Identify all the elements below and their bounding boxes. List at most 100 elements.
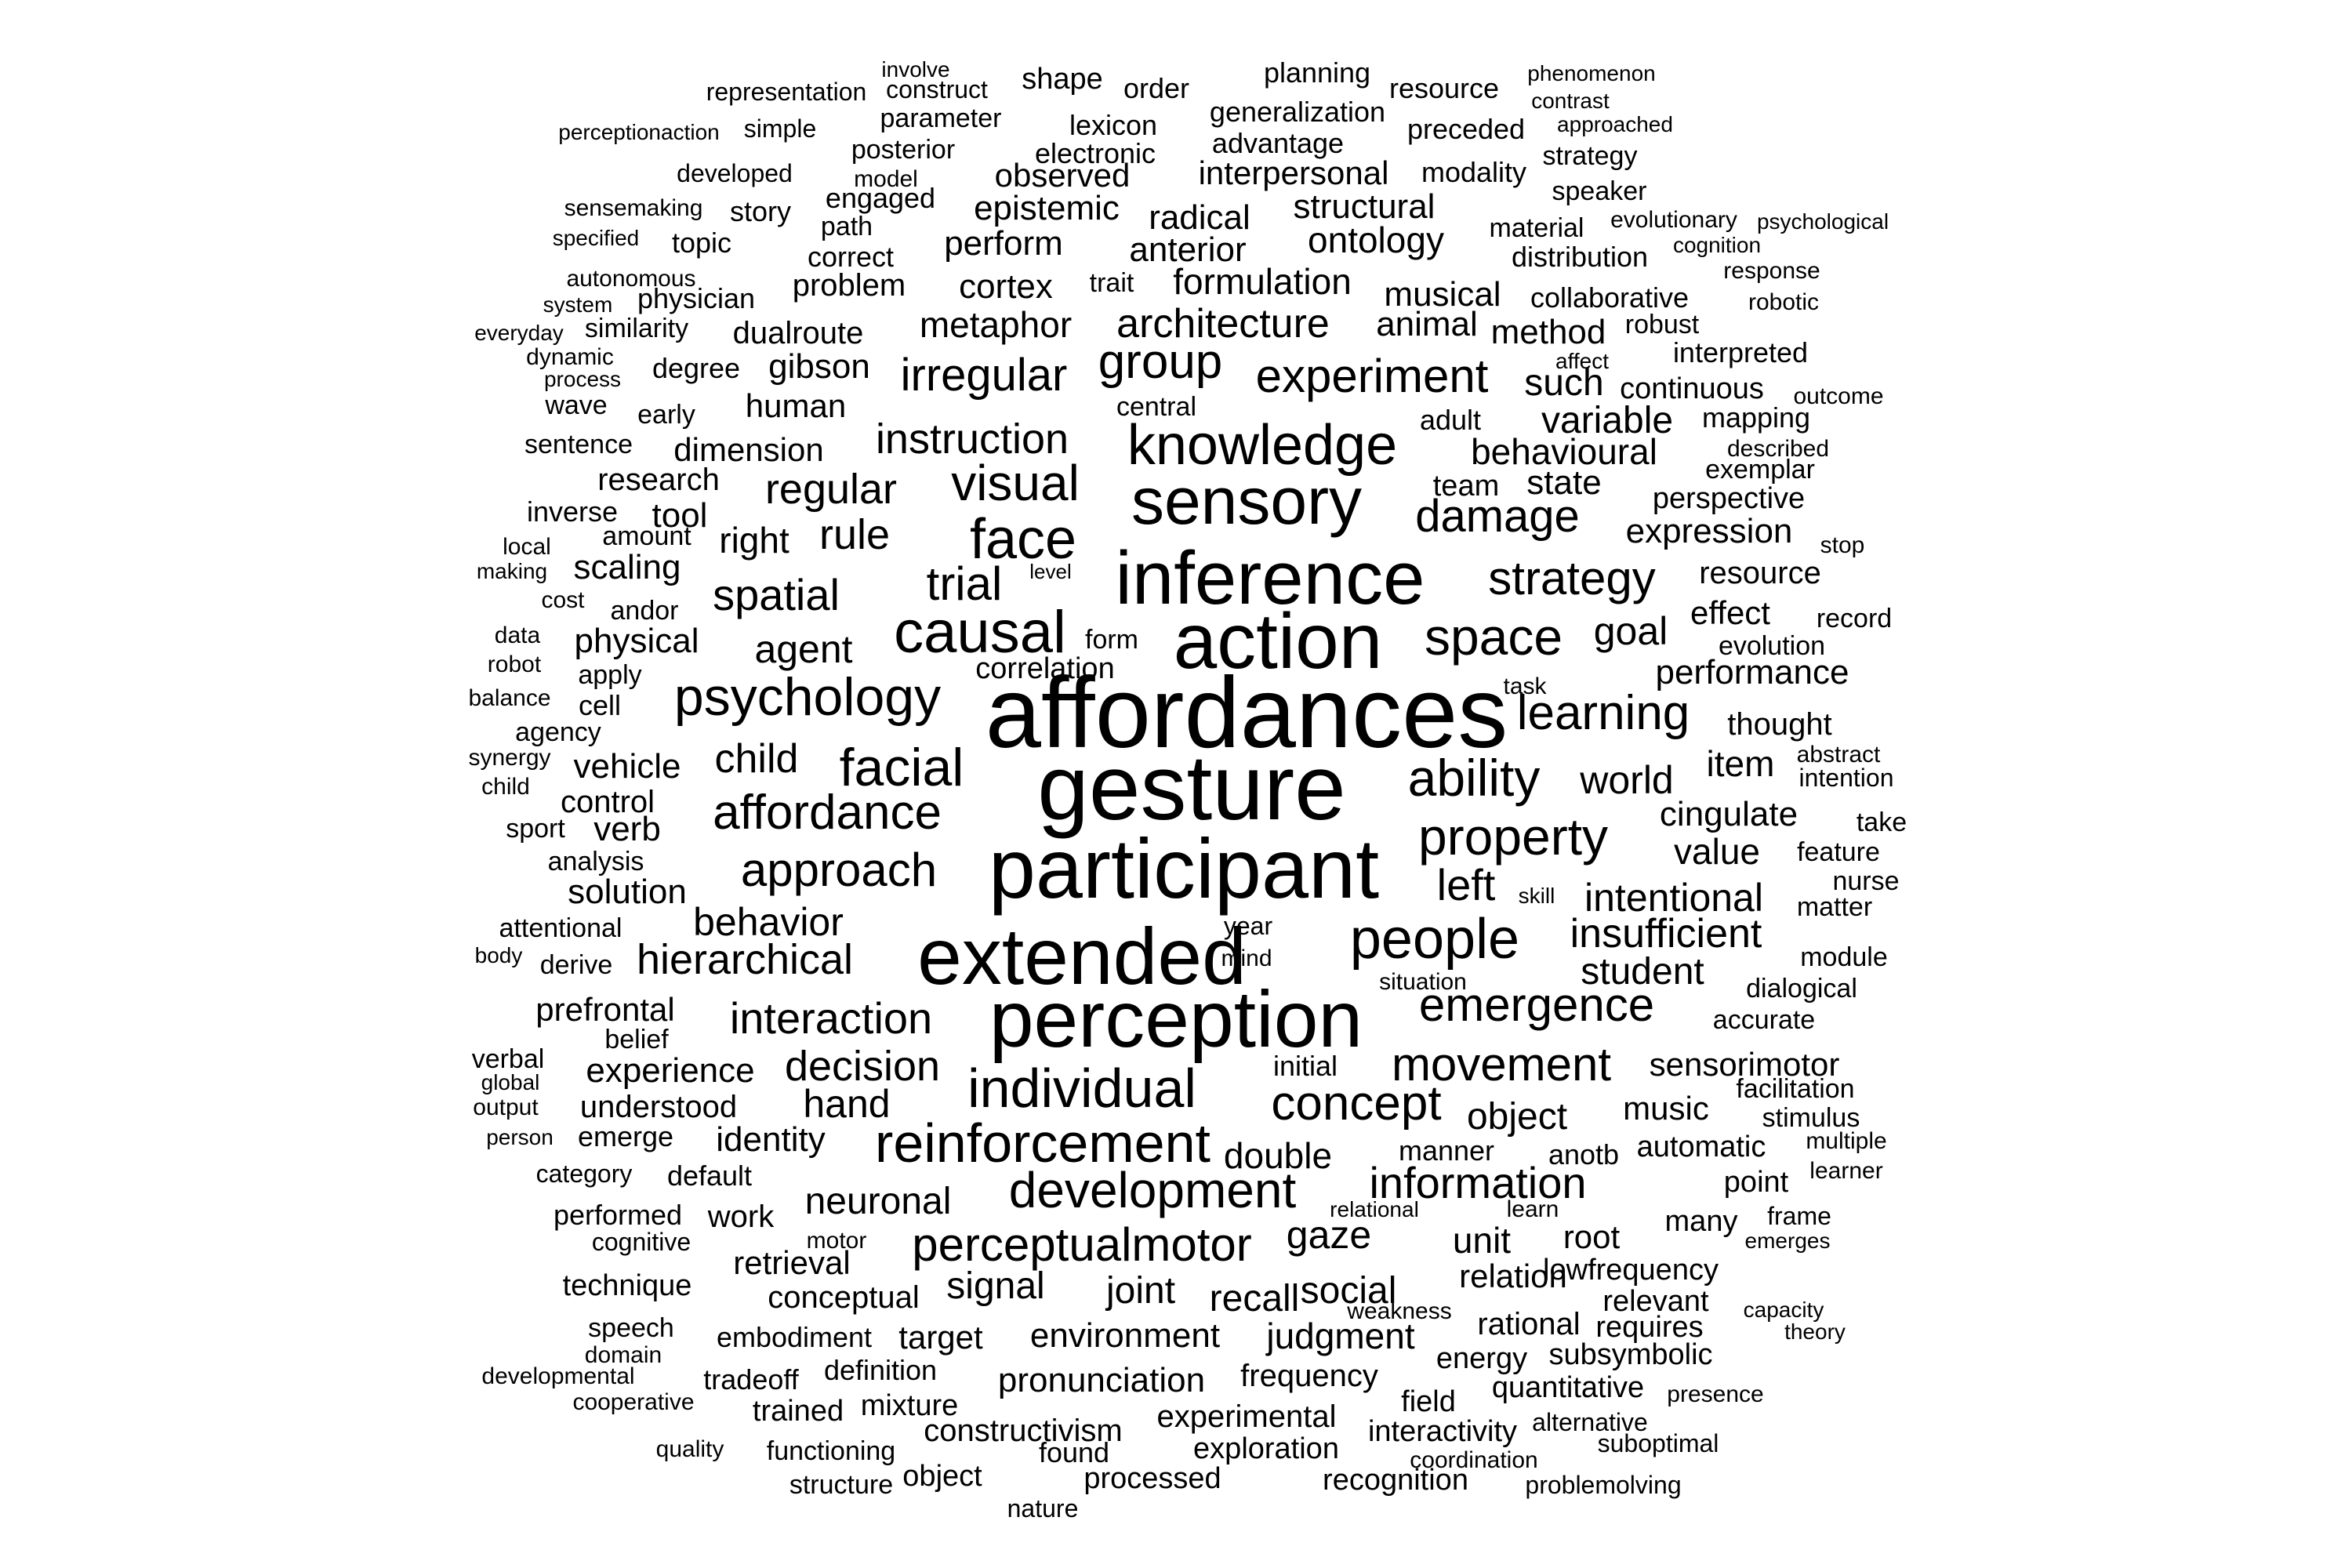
- word-speaker: speaker: [1552, 176, 1647, 206]
- word-judgment: judgment: [1265, 1316, 1414, 1356]
- word-dimension: dimension: [673, 431, 823, 468]
- word-relation: relation: [1459, 1258, 1567, 1294]
- word-physical: physical: [575, 622, 699, 660]
- word-sensemaking: sensemaking: [564, 195, 703, 221]
- word-decision: decision: [785, 1043, 940, 1090]
- word-topic: topic: [672, 227, 731, 259]
- word-posterior: posterior: [851, 135, 955, 165]
- word-thought: thought: [1727, 707, 1831, 742]
- word-epistemic: epistemic: [974, 189, 1120, 227]
- word-behavior: behavior: [693, 900, 844, 944]
- word-representation: representation: [706, 78, 867, 106]
- word-balance: balance: [468, 685, 550, 711]
- word-parameter: parameter: [880, 103, 1002, 133]
- word-evolution: evolution: [1719, 631, 1825, 661]
- word-initial: initial: [1273, 1050, 1338, 1082]
- word-local: local: [503, 534, 551, 560]
- word-neuronal: neuronal: [805, 1181, 952, 1222]
- word-radical: radical: [1149, 198, 1250, 237]
- word-skill: skill: [1519, 884, 1555, 908]
- word-problemolving: problemolving: [1525, 1471, 1681, 1499]
- word-global: global: [481, 1070, 540, 1094]
- word-causal: causal: [894, 599, 1066, 666]
- word-student: student: [1581, 951, 1704, 993]
- word-nurse: nurse: [1832, 866, 1899, 896]
- word-processed: processed: [1083, 1462, 1221, 1495]
- word-tradeoff: tradeoff: [703, 1363, 799, 1396]
- word-development: development: [1009, 1162, 1297, 1218]
- word-metaphor: metaphor: [920, 304, 1072, 345]
- word-construct: construct: [886, 75, 988, 103]
- word-autonomous: autonomous: [566, 266, 695, 292]
- word-goal: goal: [1594, 609, 1668, 653]
- word-visual: visual: [951, 455, 1080, 511]
- word-subsymbolic: subsymbolic: [1548, 1338, 1712, 1371]
- word-perspective: perspective: [1653, 482, 1805, 515]
- word-data: data: [495, 622, 541, 648]
- word-adult: adult: [1420, 404, 1481, 436]
- word-correlation: correlation: [975, 652, 1114, 685]
- word-simple: simple: [744, 114, 816, 143]
- word-emerges: emerges: [1745, 1229, 1831, 1253]
- word-method: method: [1491, 313, 1606, 351]
- word-perception: perception: [989, 975, 1363, 1064]
- word-human: human: [746, 387, 846, 424]
- word-cooperative: cooperative: [572, 1389, 694, 1415]
- word-concept: concept: [1271, 1076, 1441, 1131]
- word-research: research: [597, 463, 720, 497]
- word-category: category: [536, 1160, 633, 1188]
- word-exploration: exploration: [1193, 1432, 1339, 1465]
- word-psychological: psychological: [1757, 209, 1889, 234]
- word-anterior: anterior: [1129, 230, 1246, 269]
- word-child: child: [715, 736, 799, 782]
- word-presence: presence: [1667, 1381, 1763, 1407]
- word-inverse: inverse: [527, 495, 618, 528]
- word-affordance: affordance: [713, 786, 942, 840]
- word-physician: physician: [637, 282, 755, 314]
- word-situation: situation: [1379, 969, 1467, 995]
- word-sensory: sensory: [1131, 464, 1362, 538]
- word-apply: apply: [578, 660, 641, 690]
- word-interactivity: interactivity: [1368, 1415, 1517, 1448]
- word-module: module: [1800, 942, 1888, 972]
- word-music: music: [1623, 1090, 1709, 1127]
- word-learner: learner: [1809, 1158, 1882, 1184]
- word-analysis: analysis: [548, 847, 644, 877]
- word-embodiment: embodiment: [717, 1321, 872, 1353]
- word-robust: robust: [1625, 310, 1700, 339]
- word-action: action: [1174, 597, 1383, 685]
- word-gaze: gaze: [1287, 1213, 1371, 1257]
- word-item: item: [1707, 743, 1775, 784]
- word-derive: derive: [540, 950, 613, 980]
- word-hand: hand: [803, 1082, 890, 1126]
- word-nature: nature: [1007, 1494, 1079, 1523]
- word-exemplar: exemplar: [1705, 455, 1815, 485]
- word-rule: rule: [819, 511, 890, 558]
- word-everyday: everyday: [474, 321, 564, 345]
- word-environment: environment: [1030, 1316, 1220, 1355]
- word-learn: learn: [1507, 1196, 1559, 1222]
- word-robot: robot: [488, 652, 542, 677]
- word-domain: domain: [585, 1342, 662, 1368]
- word-level: level: [1029, 560, 1071, 583]
- word-amount: amount: [602, 521, 691, 551]
- word-psychology: psychology: [674, 667, 941, 727]
- word-affordances: affordances: [985, 657, 1508, 769]
- word-intentional: intentional: [1584, 876, 1763, 920]
- word-shape: shape: [1022, 63, 1103, 96]
- word-automatic: automatic: [1637, 1131, 1766, 1163]
- word-specified: specified: [553, 226, 640, 250]
- word-point: point: [1724, 1166, 1789, 1199]
- word-many: many: [1665, 1205, 1738, 1238]
- word-body: body: [475, 943, 523, 967]
- word-structure: structure: [789, 1470, 893, 1500]
- word-team: team: [1433, 470, 1499, 503]
- word-alternative: alternative: [1532, 1408, 1648, 1436]
- word-matter: matter: [1797, 892, 1872, 922]
- word-relational: relational: [1330, 1197, 1419, 1221]
- word-cortex: cortex: [959, 267, 1053, 306]
- word-affect: affect: [1555, 349, 1609, 373]
- word-resource: resource: [1699, 556, 1821, 590]
- word-individual: individual: [967, 1058, 1196, 1119]
- word-solution: solution: [568, 873, 687, 911]
